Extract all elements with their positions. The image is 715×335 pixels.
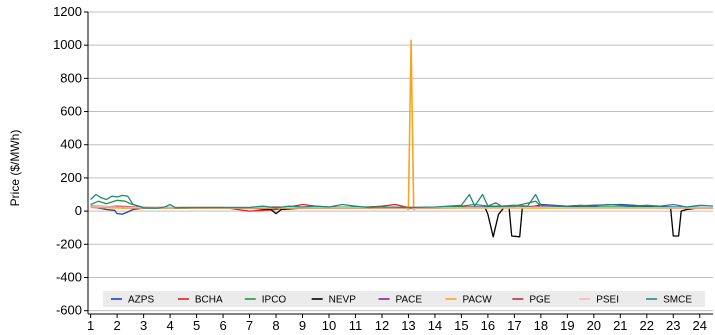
x-tick-label: 15 [454, 318, 468, 333]
x-tick-label: 4 [166, 318, 173, 333]
x-tick-label: 7 [246, 318, 253, 333]
x-tick-label: 13 [401, 318, 415, 333]
y-tick-label: 400 [60, 137, 82, 152]
series-lines [90, 39, 714, 238]
y-tick-label: 0 [75, 203, 82, 218]
x-tick-label: 18 [534, 318, 548, 333]
x-tick-label: 10 [322, 318, 336, 333]
x-tick-label: 6 [219, 318, 226, 333]
legend-label-smce: SMCE [663, 295, 692, 306]
legend-label-psei: PSEI [596, 295, 619, 306]
legend-label-bcha: BCHA [195, 295, 223, 306]
x-tick-label: 3 [140, 318, 147, 333]
x-tick-label: 22 [640, 318, 654, 333]
x-tick-label: 19 [560, 318, 574, 333]
x-tick-label: 16 [481, 318, 495, 333]
x-tick-label: 11 [349, 318, 363, 333]
y-tick-label: 800 [60, 70, 82, 85]
legend-label-nevp: NEVP [329, 295, 357, 306]
y-tick-label: -400 [56, 269, 82, 284]
y-axis-title: Price ($/MWh) [8, 130, 22, 207]
x-tick-label: 17 [507, 318, 521, 333]
legend-label-pace: PACE [396, 295, 423, 306]
legend-label-pacw: PACW [462, 295, 492, 306]
y-tick-label: -200 [56, 236, 82, 251]
x-tick-label: 14 [428, 318, 442, 333]
x-tick-label: 24 [693, 318, 707, 333]
x-tick-label: 21 [613, 318, 627, 333]
legend: AZPS BCHA IPCO NEVP PACE PACW PGE PSEI SMCE [103, 291, 705, 307]
x-tick-label: 2 [114, 318, 121, 333]
x-tick-label: 5 [193, 318, 200, 333]
x-tick-label: 12 [375, 318, 389, 333]
x-tick-label: 20 [587, 318, 601, 333]
series-line-pacw [90, 39, 713, 211]
x-tick-label: 9 [299, 318, 306, 333]
y-tick-label: 1200 [53, 4, 82, 19]
y-tick-label: 600 [60, 104, 82, 119]
x-tick-label: 8 [272, 318, 279, 333]
legend-label-pge: PGE [529, 295, 550, 306]
x-tick-label: 1 [87, 318, 94, 333]
series-line-smce [90, 193, 714, 209]
legend-box [103, 291, 705, 307]
grid-lines [88, 11, 713, 312]
legend-label-azps: AZPS [128, 295, 154, 306]
y-tick-label: 200 [60, 170, 82, 185]
legend-label-ipco: IPCO [262, 295, 287, 306]
y-tick-label: -600 [56, 303, 82, 318]
x-tick-label: 23 [666, 318, 680, 333]
y-tick-label: 1000 [53, 37, 82, 52]
